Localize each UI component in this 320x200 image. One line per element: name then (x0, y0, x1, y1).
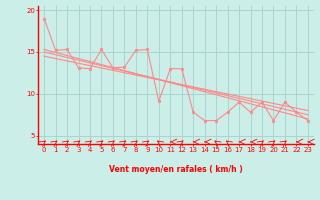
X-axis label: Vent moyen/en rafales ( km/h ): Vent moyen/en rafales ( km/h ) (109, 165, 243, 174)
